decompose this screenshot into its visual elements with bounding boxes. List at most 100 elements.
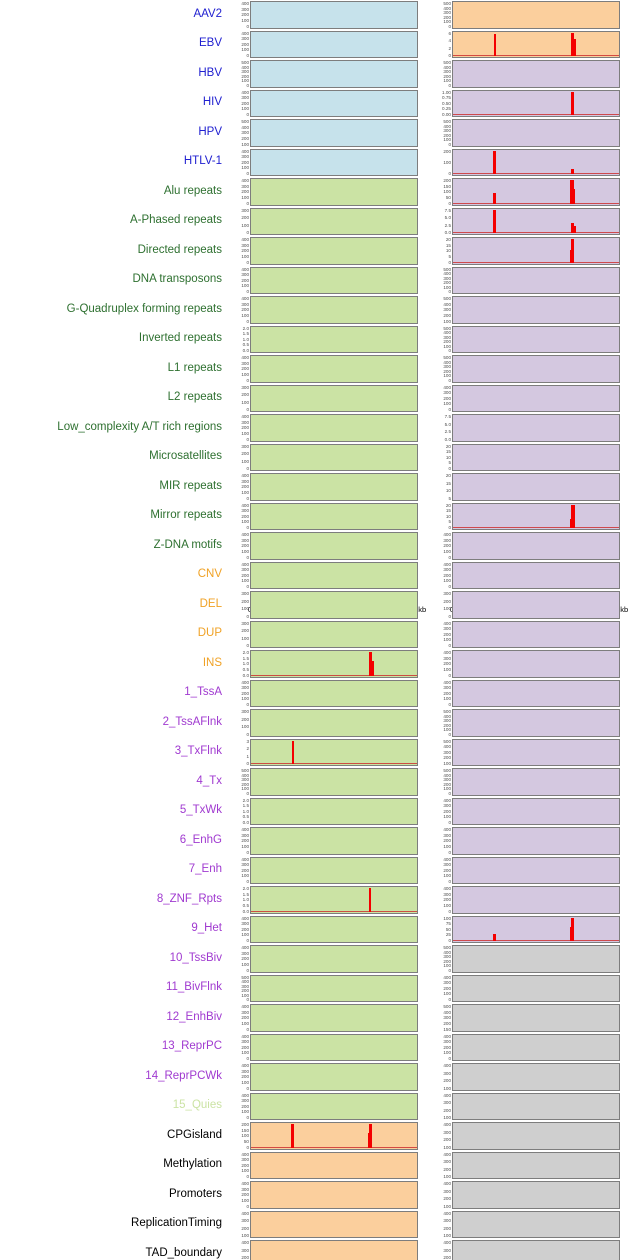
y-tick: 400 xyxy=(443,797,451,803)
y-tick: 100 xyxy=(241,1168,249,1174)
y-tick: 300 xyxy=(241,1039,249,1045)
y-tick: 0 xyxy=(448,731,451,737)
y-tick: 200 xyxy=(443,631,451,637)
data-bar xyxy=(291,740,294,764)
track-label-1-tssa: 1_TssA xyxy=(184,686,222,699)
y-axis-left-inverted-repeats: 2.0 1.5 1.0 0.5 0.0 xyxy=(228,325,250,355)
y-tick: 100 xyxy=(241,141,249,147)
baseline xyxy=(453,114,619,115)
y-tick: 300 xyxy=(443,537,451,543)
track-label-l1-repeats: L1 repeats xyxy=(167,361,222,374)
y-tick: 300 xyxy=(443,749,451,755)
y-tick: 400 xyxy=(241,1063,249,1068)
y-tick: 0.0 xyxy=(242,820,249,825)
y-axis-left-directed-repeats: 400 300 200 100 0 xyxy=(228,236,250,266)
track-row-right-13-reprpc: 400 300 200 100 0 xyxy=(430,1033,620,1063)
y-tick: 400 xyxy=(443,620,451,626)
y-axis-left-14-reprpcwk: 400 300 200 100 0 xyxy=(228,1062,250,1092)
y-axis-right-12-enhbiv: 500 400 300 200 150 xyxy=(430,1003,452,1033)
y-tick: 200 xyxy=(241,1074,249,1080)
y-tick: 100 xyxy=(241,1109,249,1115)
y-tick: 100 xyxy=(241,458,249,464)
y-axis-right-7-enh: 400 300 200 100 0 xyxy=(430,856,452,886)
baseline xyxy=(453,202,619,204)
plot-area-right xyxy=(452,1210,620,1238)
y-tick: 300 xyxy=(241,95,249,101)
plot-area-right xyxy=(452,502,620,530)
plot-area-right xyxy=(452,650,620,678)
plot-area-right xyxy=(452,591,620,619)
track-row-right-htlv-1: 200 100 0 xyxy=(430,148,620,178)
data-bar xyxy=(570,249,573,263)
y-tick: 300 xyxy=(241,832,249,838)
y-tick: 100 xyxy=(443,1115,451,1120)
y-tick: 200 xyxy=(443,808,451,814)
track-row-left-methylation: 400 300 200 100 0 xyxy=(228,1151,418,1181)
track-row-left-dup: 300 200 100 0 xyxy=(228,620,418,650)
y-tick: 300 xyxy=(241,567,249,573)
y-tick: 200 xyxy=(241,366,249,372)
y-tick: 200 xyxy=(443,690,451,696)
y-axis-left-ebv: 400 300 200 100 0 xyxy=(228,30,250,60)
y-tick: 100 xyxy=(443,159,451,165)
y-tick: 0 xyxy=(448,997,451,1002)
data-bar xyxy=(493,209,497,233)
y-tick: 100 xyxy=(443,915,451,921)
y-axis-right-replicationtiming: 400 300 200 100 xyxy=(430,1210,452,1240)
y-tick: 100 xyxy=(443,1085,451,1091)
y-tick: 300 xyxy=(241,921,249,927)
y-tick: 0 xyxy=(246,849,249,855)
y-tick: 300 xyxy=(241,242,249,248)
y-tick: 0.0 xyxy=(242,908,249,914)
plot-area-right xyxy=(452,414,620,442)
y-tick: 1.00 xyxy=(442,89,451,95)
y-tick: 150 xyxy=(443,183,451,189)
y-tick: 20 xyxy=(445,473,451,478)
track-row-left-2-tssaflnk: 300 200 100 0 xyxy=(228,708,418,738)
track-row-left-7-enh: 400 300 200 100 0 xyxy=(228,856,418,886)
track-row-left-6-enhg: 400 300 200 100 0 xyxy=(228,826,418,856)
y-tick: 100 xyxy=(241,1050,249,1056)
y-axis-right-htlv-1: 200 100 0 xyxy=(430,148,452,178)
y-tick: 0 xyxy=(246,525,249,530)
y-tick: 100 xyxy=(241,519,249,525)
y-tick: 0 xyxy=(246,554,249,560)
y-tick: 300 xyxy=(241,709,249,714)
y-tick: 0 xyxy=(246,289,249,294)
track-row-left-13-reprpc: 400 300 200 100 0 xyxy=(228,1033,418,1063)
y-tick: 200 xyxy=(241,956,249,962)
plot-area-left xyxy=(250,355,418,383)
plot-area-right xyxy=(452,709,620,737)
data-bar xyxy=(367,1133,371,1148)
y-tick: 200 xyxy=(241,1225,249,1231)
y-tick: 200 xyxy=(443,132,451,138)
track-row-right-directed-repeats: 20 15 10 5 0 xyxy=(430,236,620,266)
y-tick: 200 xyxy=(443,14,451,20)
y-tick: 0 xyxy=(448,967,451,973)
y-tick: 0 xyxy=(246,53,249,58)
y-tick: 300 xyxy=(443,626,451,632)
y-tick: 100 xyxy=(443,843,451,849)
plot-area-left xyxy=(250,1092,418,1120)
y-axis-right-g-quadruplex-forming-repeats: 500 400 300 200 100 xyxy=(430,295,452,325)
track-row-left-ins: 2.0 1.5 1.0 0.5 0.0 xyxy=(228,649,418,679)
track-row-left-replicationtiming: 400 300 200 100 xyxy=(228,1210,418,1240)
y-tick: 400 xyxy=(241,237,249,242)
y-tick: 400 xyxy=(241,89,249,95)
track-label-6-enhg: 6_EnhG xyxy=(179,833,222,846)
y-tick: 200 xyxy=(443,1020,451,1026)
track-label-dna-transposons: DNA transposons xyxy=(132,273,223,286)
y-tick: 100 xyxy=(443,902,451,908)
y-tick: 300 xyxy=(443,390,451,396)
y-tick: 300 xyxy=(241,207,249,213)
track-row-left-11-bivflnk: 500 400 300 200 100 0 xyxy=(228,974,418,1004)
y-tick: 100 xyxy=(241,222,249,228)
track-label-htlv-1: HTLV-1 xyxy=(183,155,222,168)
y-tick: 2.0 xyxy=(242,325,249,331)
data-bar xyxy=(571,91,575,115)
y-tick: 0 xyxy=(246,23,249,29)
y-axis-right-11-bivflnk: 400 300 200 100 0 xyxy=(430,974,452,1004)
data-bar xyxy=(569,926,573,941)
track-row-right-7-enh: 400 300 200 100 0 xyxy=(430,856,620,886)
